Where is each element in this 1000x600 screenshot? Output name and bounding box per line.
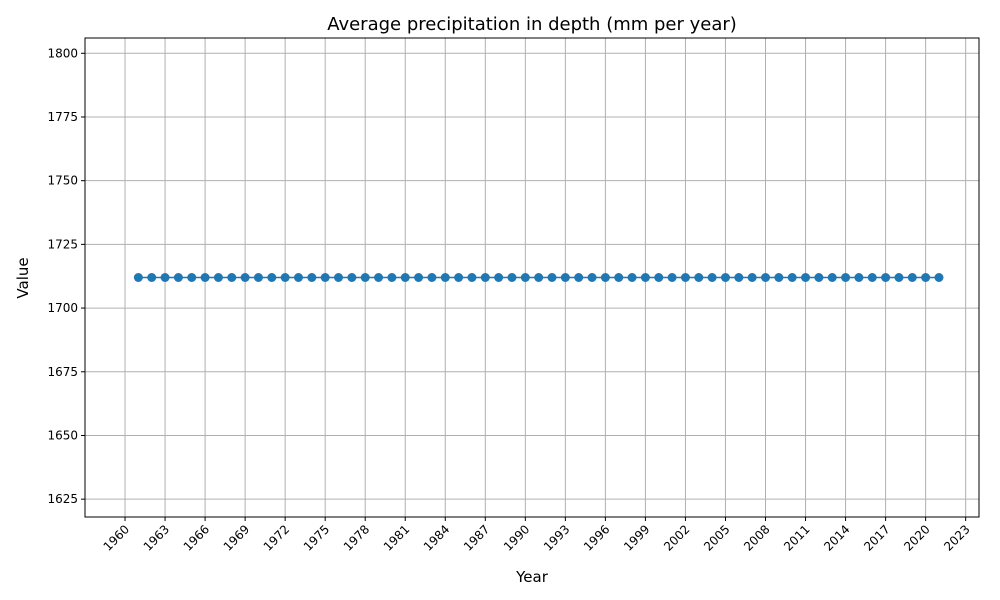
data-point [774,273,784,282]
data-point [867,273,877,282]
data-point [227,273,237,282]
data-point [747,273,757,282]
data-point [293,273,303,282]
data-point [894,273,904,282]
data-point [614,273,624,282]
data-series [133,273,944,282]
data-point [707,273,717,282]
data-point [133,273,143,282]
y-axis-ticks: 1625 1650 1675 1700 1725 1750 1775 1800 [47,46,85,506]
data-point [454,273,464,282]
data-point [694,273,704,282]
data-point [881,273,891,282]
data-point [814,273,824,282]
data-point [320,273,330,282]
data-point [640,273,650,282]
data-point [387,273,397,282]
y-tick-label: 1775 [47,110,78,124]
y-tick-label: 1725 [47,237,78,251]
data-point [280,273,290,282]
data-point [680,273,690,282]
chart-title: Average precipitation in depth (mm per y… [327,14,737,35]
data-point [627,273,637,282]
data-point [801,273,811,282]
y-tick-label: 1675 [47,365,78,379]
data-point [427,273,437,282]
data-point [547,273,557,282]
data-point [213,273,223,282]
plot-frame [84,37,980,518]
data-point [414,273,424,282]
data-point [480,273,490,282]
data-point [574,273,584,282]
y-tick-label: 1800 [47,46,78,60]
data-point [400,273,410,282]
data-point [787,273,797,282]
y-tick-label: 1650 [47,428,78,442]
data-point [507,273,517,282]
data-point [907,273,917,282]
data-point [534,273,544,282]
data-point [160,273,170,282]
data-point [761,273,771,282]
data-point [374,273,384,282]
data-point [253,273,263,282]
y-tick-label: 1625 [47,492,78,506]
data-point [734,273,744,282]
y-tick-label: 1750 [47,174,78,188]
data-point [854,273,864,282]
data-point [654,273,664,282]
data-point [334,273,344,282]
data-point [934,273,944,282]
data-point [587,273,597,282]
data-point [347,273,357,282]
data-point [560,273,570,282]
data-point [720,273,730,282]
data-point [440,273,450,282]
y-tick-label: 1700 [47,301,78,315]
data-point [667,273,677,282]
data-point [520,273,530,282]
data-point [240,273,250,282]
data-point [173,273,183,282]
data-point [147,273,157,282]
x-axis-label: Year [515,568,549,586]
data-point [307,273,317,282]
data-point [921,273,931,282]
data-point [187,273,197,282]
data-point [600,273,610,282]
data-point [200,273,210,282]
data-point [267,273,277,282]
data-point [467,273,477,282]
data-point [827,273,837,282]
y-axis-label: Value [14,257,32,298]
data-point [841,273,851,282]
data-point [360,273,370,282]
data-point [494,273,504,282]
